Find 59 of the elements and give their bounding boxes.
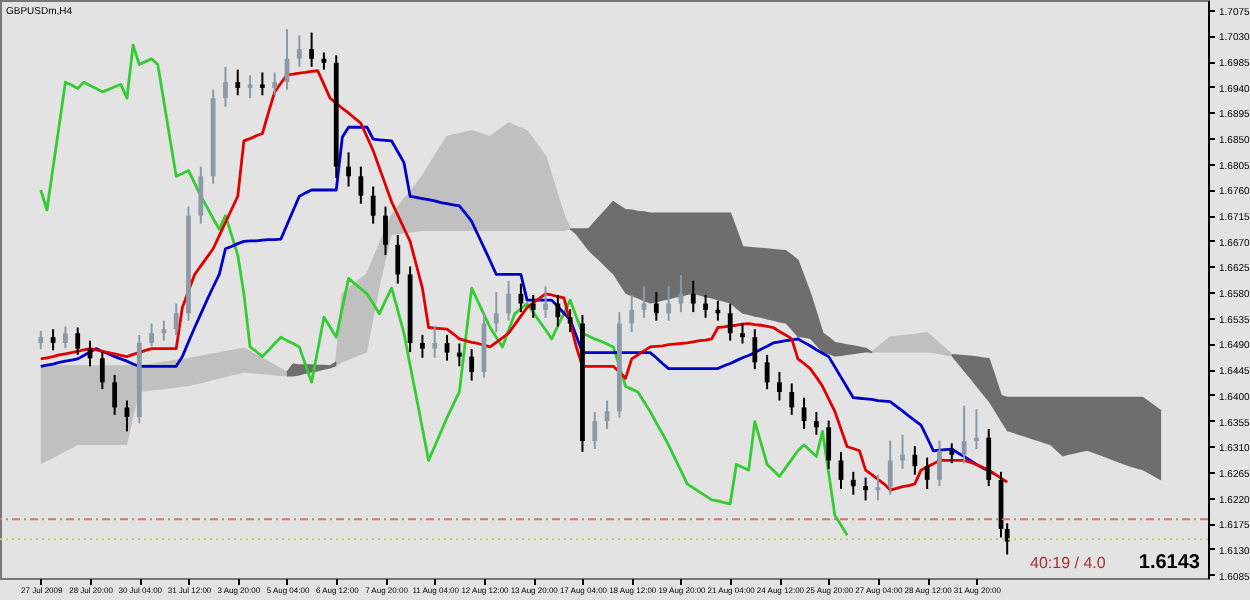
annotation: 1.6143 xyxy=(1138,552,1201,574)
candlestick xyxy=(223,65,228,108)
candlestick xyxy=(247,74,253,100)
candlestick xyxy=(346,151,351,188)
candlestick xyxy=(949,442,955,465)
candlestick xyxy=(752,328,758,371)
candlestick xyxy=(272,71,278,97)
candlestick xyxy=(493,291,499,334)
candlestick xyxy=(506,279,511,322)
candlestick xyxy=(370,185,376,225)
candlestick xyxy=(383,205,388,257)
line-series xyxy=(39,43,849,537)
candlestick xyxy=(38,329,44,351)
candlestick xyxy=(937,439,942,488)
candlestick xyxy=(789,382,795,416)
candlestick xyxy=(863,476,869,502)
candlestick xyxy=(235,68,241,97)
candlestick xyxy=(629,293,635,334)
candlestick xyxy=(99,351,105,391)
annotation: 40:19 / 4.0 xyxy=(1030,554,1107,572)
candlestick xyxy=(567,308,573,334)
candlestick xyxy=(740,322,745,345)
candlestick xyxy=(592,410,598,451)
candlestick xyxy=(666,285,672,322)
candlestick xyxy=(149,322,154,348)
candlestick xyxy=(653,291,659,322)
candlestick xyxy=(826,419,832,471)
candlestick xyxy=(690,279,696,314)
candlestick xyxy=(530,293,536,319)
candlestick xyxy=(974,408,979,451)
candlestick xyxy=(161,319,167,342)
candlestick xyxy=(358,165,364,205)
candlestick xyxy=(296,34,302,68)
candlestick xyxy=(887,439,893,496)
candlestick xyxy=(112,373,118,416)
candlestick xyxy=(850,470,856,496)
candlestick xyxy=(432,325,438,359)
candlestick xyxy=(543,285,548,319)
candlestick xyxy=(715,299,721,322)
candlestick xyxy=(469,348,475,382)
candlestick xyxy=(900,433,905,471)
candlestick xyxy=(63,325,68,350)
candlestick xyxy=(764,353,770,391)
candlestick xyxy=(813,410,819,436)
candlestick xyxy=(309,31,315,68)
candlestick xyxy=(173,302,179,336)
candlestick xyxy=(703,293,708,319)
candlestick xyxy=(456,342,462,368)
candlestick xyxy=(259,71,265,97)
candlestick xyxy=(986,428,992,488)
candlestick xyxy=(777,371,782,402)
candlestick xyxy=(420,333,425,359)
candlestick xyxy=(924,456,930,490)
candlestick xyxy=(727,302,733,342)
candlestick xyxy=(555,293,561,328)
candlestick xyxy=(75,326,81,356)
candlestick xyxy=(198,165,204,225)
candlestick xyxy=(912,445,918,476)
candlestick xyxy=(395,234,401,285)
